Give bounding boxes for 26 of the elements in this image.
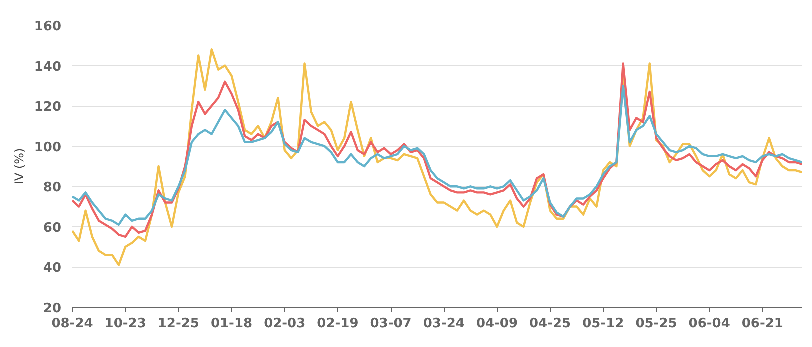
line-series bbox=[72, 84, 802, 226]
y-tick-label: 140 bbox=[34, 60, 62, 75]
x-tick-label: 02-03 bbox=[264, 316, 306, 332]
y-tick-label: 160 bbox=[34, 20, 62, 34]
x-tick-label: 05-12 bbox=[582, 316, 624, 332]
y-tick-label: 80 bbox=[43, 180, 62, 196]
x-tick-label: 02-19 bbox=[317, 316, 359, 332]
line-series bbox=[72, 62, 802, 238]
line-series bbox=[72, 48, 802, 266]
y-tick-label: 120 bbox=[34, 100, 62, 116]
y-tick-label: 60 bbox=[43, 220, 62, 236]
y-tick-label: 100 bbox=[34, 140, 62, 156]
x-tick-label: 06-04 bbox=[688, 316, 730, 332]
y-tick-label: 20 bbox=[43, 302, 62, 316]
y-tick-label: 40 bbox=[43, 261, 62, 276]
x-tick-label: 03-24 bbox=[423, 316, 465, 332]
x-tick-label: 08-24 bbox=[52, 316, 94, 332]
x-tick-label: 05-25 bbox=[636, 316, 678, 332]
x-tick-label: 04-25 bbox=[530, 316, 572, 332]
x-tick-label: 03-07 bbox=[370, 316, 412, 332]
x-tick-label: 06-21 bbox=[742, 316, 784, 332]
x-tick-label: 12-25 bbox=[158, 316, 200, 332]
y-axis-title: IV (%) bbox=[12, 148, 26, 185]
x-tick-label: 04-09 bbox=[476, 316, 518, 332]
x-tick-label: 10-23 bbox=[104, 316, 146, 332]
x-tick-label: 01-18 bbox=[210, 316, 253, 332]
